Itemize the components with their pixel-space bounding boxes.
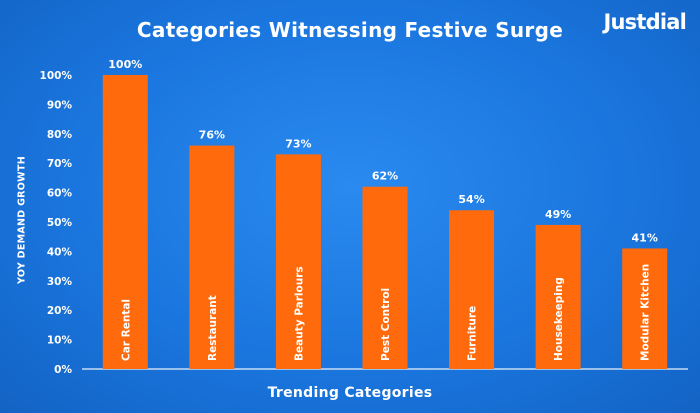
bar (622, 248, 668, 369)
y-tick-label: 90% (47, 99, 73, 111)
category-label: Restaurant (207, 295, 219, 361)
y-tick-label: 30% (47, 276, 73, 288)
y-tick-label: 10% (47, 335, 73, 347)
bar-value-label: 76% (199, 129, 225, 142)
bar-value-label: 62% (372, 170, 398, 183)
category-label: Modular Kitchen (640, 264, 652, 361)
bar-value-label: 41% (632, 231, 658, 244)
chart-title: Categories Witnessing Festive Surge (136, 18, 564, 42)
bar (102, 75, 148, 369)
bar-value-label: 49% (545, 208, 571, 221)
brand-logo: Justdial (603, 10, 686, 34)
x-axis-label: Trending Categories (267, 385, 433, 401)
y-tick-label: 60% (47, 188, 73, 200)
category-label: Beauty Parlours (293, 266, 305, 361)
bar (189, 145, 235, 369)
y-tick-label: 20% (47, 305, 73, 317)
bar (362, 186, 408, 369)
category-label: Car Rental (120, 299, 132, 361)
category-label: Furniture (467, 306, 479, 361)
y-tick-label: 80% (47, 129, 73, 141)
bar-value-label: 54% (458, 193, 484, 206)
category-label: Pest Control (380, 288, 392, 361)
bar-value-label: 73% (285, 137, 311, 150)
bar (449, 210, 495, 369)
y-tick-label: 100% (40, 70, 73, 82)
bar-value-label: 100% (108, 58, 142, 71)
bar (275, 154, 321, 369)
y-tick-label: 70% (47, 158, 73, 170)
y-tick-label: 40% (47, 246, 73, 258)
bar (535, 224, 581, 369)
y-tick-label: 50% (47, 217, 73, 229)
category-label: Housekeeping (553, 277, 565, 361)
y-tick-label: 0% (54, 364, 72, 376)
